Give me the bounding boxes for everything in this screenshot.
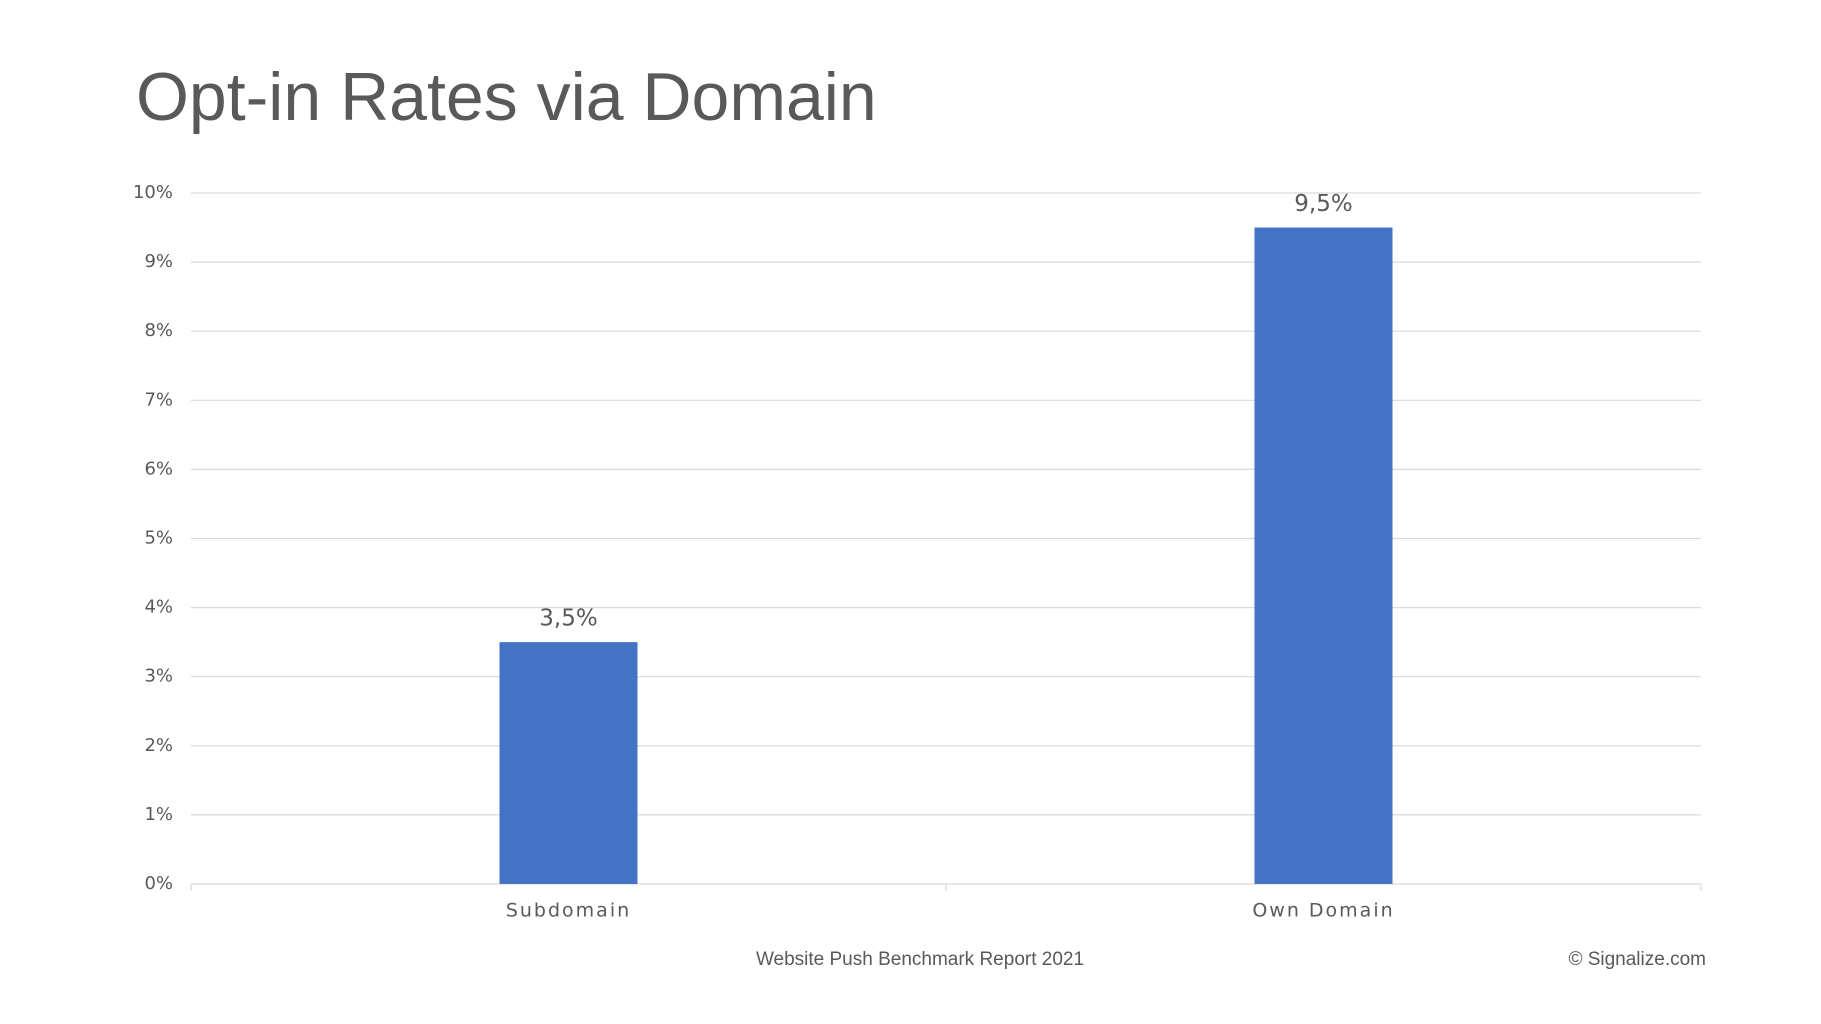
y-tick-label: 2%	[144, 735, 173, 756]
bar	[1254, 227, 1393, 885]
y-tick-label: 6%	[144, 458, 173, 479]
bar	[499, 642, 638, 884]
y-tick-label: 1%	[144, 804, 173, 825]
x-tick-label: Own Domain	[1252, 900, 1394, 922]
x-tick-label: Subdomain	[506, 900, 631, 922]
value-label: 9,5%	[1294, 191, 1352, 217]
y-tick-label: 9%	[144, 251, 173, 272]
y-tick-label: 4%	[144, 597, 173, 618]
value-label: 3,5%	[539, 606, 597, 632]
chart-title: Opt-in Rates via Domain	[136, 59, 877, 135]
y-tick-label: 7%	[144, 389, 173, 410]
y-tick-label: 10%	[133, 182, 173, 203]
y-tick-label: 3%	[144, 666, 173, 687]
y-tick-label: 5%	[144, 528, 173, 549]
footer-center: Website Push Benchmark Report 2021	[756, 949, 1084, 970]
y-tick-label: 8%	[144, 320, 173, 341]
y-tick-label: 0%	[144, 873, 173, 894]
footer-right: © Signalize.com	[1568, 949, 1706, 970]
